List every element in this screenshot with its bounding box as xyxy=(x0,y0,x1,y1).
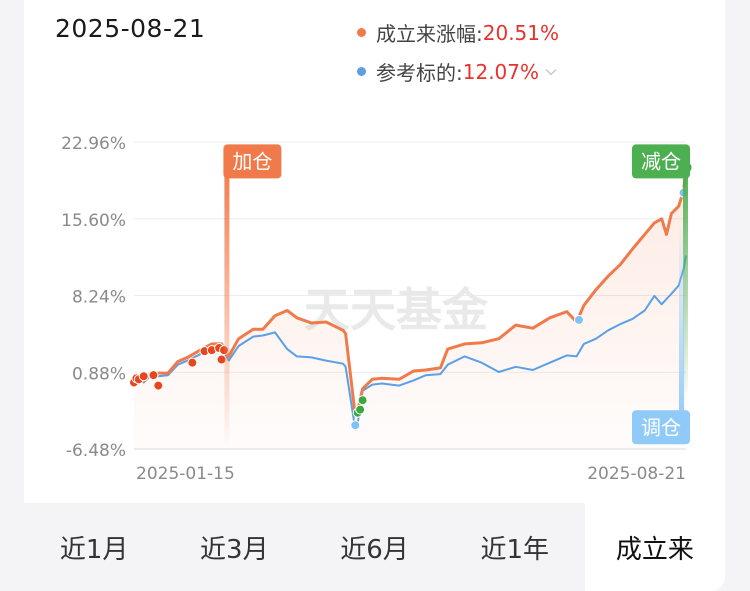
reduce-marker[interactable] xyxy=(355,404,366,415)
selected-date: 2025-08-21 xyxy=(55,14,206,43)
add-marker[interactable] xyxy=(153,380,164,391)
fund-legend-label: 成立来涨幅: xyxy=(376,22,483,46)
tab-1m[interactable]: 近1月 xyxy=(59,534,129,565)
fund-card: 2025-08-21 成立来涨幅: 20.51% 参考标的: 12.07% xyxy=(24,0,725,591)
adjust-marker[interactable] xyxy=(574,314,585,325)
x-tick-label: 2025-08-21 xyxy=(587,464,686,484)
fund-legend-value: 20.51% xyxy=(482,20,560,45)
adjust-marker[interactable] xyxy=(350,420,361,431)
add-marker[interactable] xyxy=(187,357,198,368)
annotation-label: 加仓 xyxy=(232,149,272,173)
chevron-down-icon[interactable] xyxy=(545,66,557,78)
legend-benchmark[interactable]: 参考标的: 12.07% xyxy=(357,57,557,86)
fund-series-line xyxy=(132,167,688,418)
y-tick-label: 8.24% xyxy=(72,288,126,308)
reduce-marker[interactable] xyxy=(357,395,368,406)
tab-6m[interactable]: 近6月 xyxy=(340,534,409,565)
benchmark-legend-label: 参考标的: xyxy=(376,61,463,85)
reduce-position-bar xyxy=(683,161,688,392)
y-tick-label: 0.88% xyxy=(72,364,126,384)
fund-legend-dot-icon xyxy=(357,28,366,37)
adjust-position-bar xyxy=(679,229,684,428)
annotation-badge[interactable] xyxy=(632,144,690,179)
x-tick-label: 2025-01-15 xyxy=(136,464,235,484)
y-tick-label: 15.60% xyxy=(61,211,126,231)
add-marker[interactable] xyxy=(138,371,149,382)
tab-1y[interactable]: 近1年 xyxy=(480,534,549,565)
fund-area xyxy=(134,167,686,449)
y-tick-label: -6.48% xyxy=(66,441,126,461)
annotation-badge[interactable] xyxy=(632,410,690,445)
benchmark-legend-dot-icon xyxy=(357,67,366,76)
legend-fund: 成立来涨幅: 20.51% xyxy=(357,18,559,47)
benchmark-legend-value: 12.07% xyxy=(462,59,540,84)
tab-since-inception[interactable]: 成立来 xyxy=(584,503,725,591)
tab-3m[interactable]: 近3月 xyxy=(200,534,269,565)
y-tick-label: 22.96% xyxy=(61,134,126,154)
annotation-label: 减仓 xyxy=(641,149,681,173)
period-tabs: 近1月 近3月 近6月 近1年 成立来 xyxy=(24,503,725,591)
add-position-bar xyxy=(224,161,230,449)
annotation-label: 调仓 xyxy=(641,415,681,439)
annotation-badge[interactable] xyxy=(223,144,282,179)
add-marker[interactable] xyxy=(148,370,159,381)
